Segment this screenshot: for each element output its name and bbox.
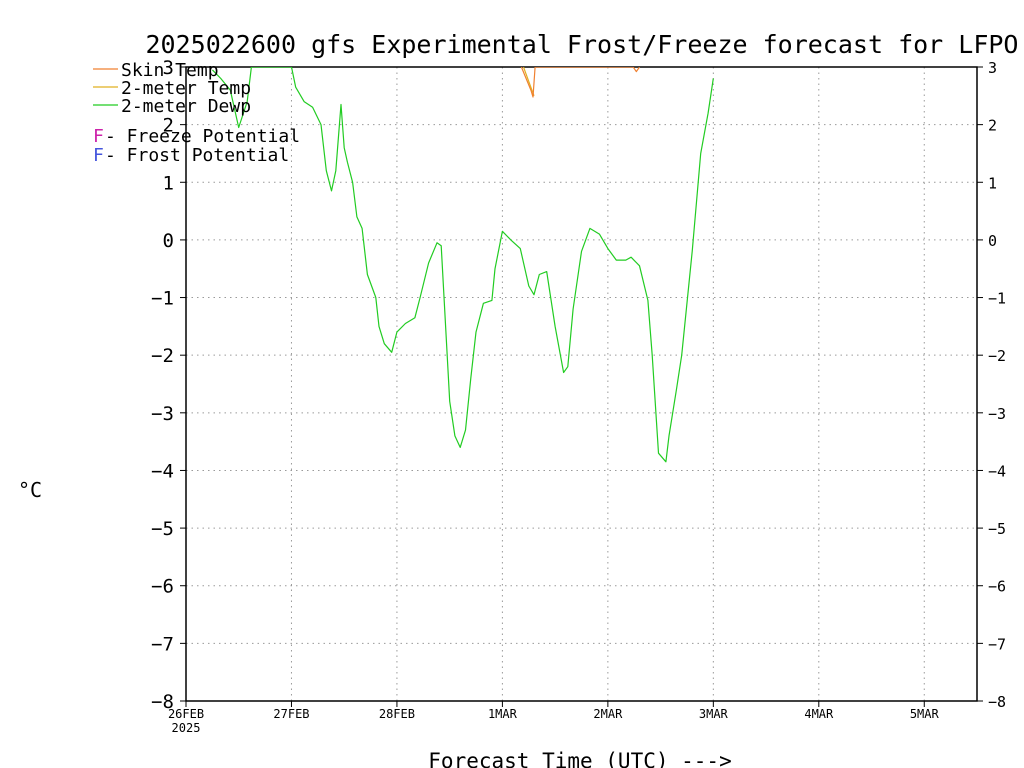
- y-tick-label-right: −3: [988, 405, 1006, 423]
- legend-label: 2-meter Temp: [121, 78, 251, 99]
- y-tick-label: −7: [151, 633, 174, 655]
- y-tick-label: 3: [163, 57, 174, 79]
- legend-label: 2-meter Dewp: [121, 96, 251, 117]
- series-line-2-meter-temp: [522, 67, 535, 97]
- series-line-skin-temp: [520, 67, 640, 98]
- series-layer: [211, 67, 714, 463]
- y-tick-label-right: −2: [988, 347, 1006, 365]
- y-axis-right: 3 2 1 0 −1 −2 −3 −4 −5 −6 −7 −8: [977, 59, 1006, 711]
- y-tick-label-right: −7: [988, 635, 1006, 653]
- y-tick-label: −8: [151, 691, 174, 713]
- series-line-2-meter-dewp: [211, 67, 714, 463]
- y-tick-label-right: −1: [988, 290, 1006, 308]
- legend-label: Skin Temp: [121, 60, 219, 81]
- y-tick-label-right: −4: [988, 462, 1006, 480]
- legend-marker-text: - Freeze Potential: [105, 126, 300, 147]
- x-tick-label: 4MAR: [804, 707, 834, 721]
- y-tick-label: −1: [151, 288, 174, 310]
- x-tick-label: 5MAR: [910, 707, 940, 721]
- x-tick-label: 3MAR: [699, 707, 729, 721]
- y-tick-label: 0: [163, 230, 174, 252]
- y-tick-label-right: −8: [988, 693, 1006, 711]
- y-tick-label: −2: [151, 345, 174, 367]
- legend-marker-text: - Frost Potential: [105, 145, 289, 166]
- y-tick-label-right: −5: [988, 520, 1006, 538]
- y-tick-label-right: 1: [988, 174, 997, 192]
- x-axis-label: Forecast Time (UTC) --->: [428, 749, 731, 768]
- y-tick-label: −5: [151, 518, 174, 540]
- x-tick-label: 27FEB: [273, 707, 309, 721]
- y-axis-left: 3 2 1 0 −1 −2 −3 −4 −5 −6 −7 −8: [151, 57, 186, 713]
- y-tick-label: −6: [151, 576, 174, 598]
- y-axis-label: °C: [18, 478, 42, 502]
- x-tick-label: 2MAR: [593, 707, 623, 721]
- gridlines: [186, 67, 977, 701]
- y-tick-label-right: −6: [988, 578, 1006, 596]
- plot-frame: [185, 66, 978, 702]
- chart-title: 2025022600 gfs Experimental Frost/Freeze…: [146, 30, 1019, 59]
- y-tick-label: 1: [163, 172, 174, 194]
- x-tick-sublabel: 2025: [172, 721, 201, 735]
- y-tick-label-right: 2: [988, 117, 997, 135]
- legend-marker-letter: F: [93, 145, 104, 166]
- x-tick-label: 1MAR: [488, 707, 518, 721]
- x-tick-label: 28FEB: [379, 707, 415, 721]
- x-tick-label: 26FEB: [168, 707, 204, 721]
- y-tick-label: 2: [163, 115, 174, 137]
- legend-marker-letter: F: [93, 126, 104, 147]
- y-tick-label-right: 3: [988, 59, 997, 77]
- y-tick-label: −4: [151, 460, 174, 482]
- y-tick-label-right: 0: [988, 232, 997, 250]
- y-tick-label: −3: [151, 403, 174, 425]
